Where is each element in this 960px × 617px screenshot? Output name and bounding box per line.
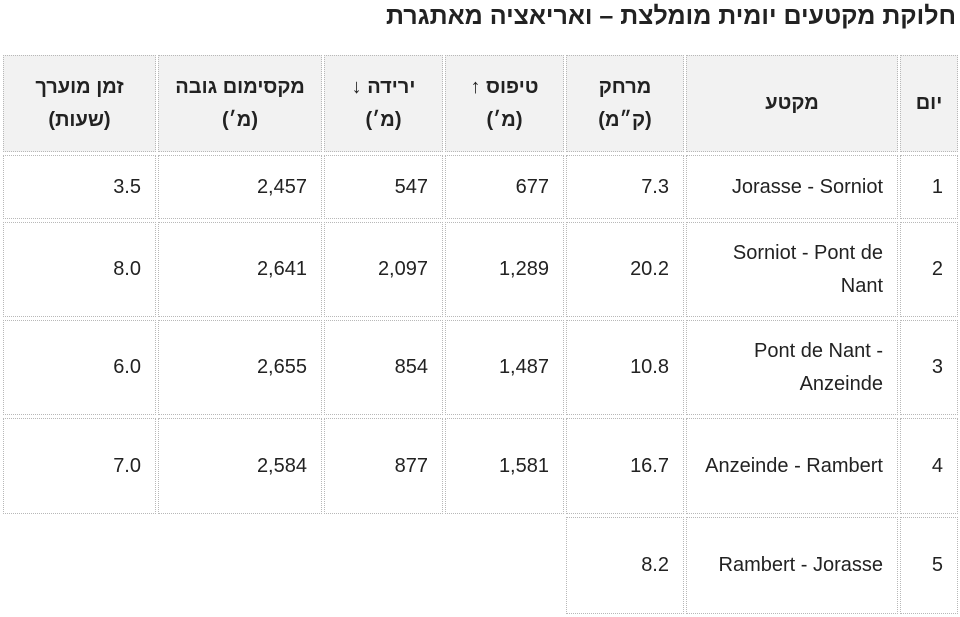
segment-cell: Anzeinde - Rambert: [686, 418, 898, 514]
data-cell: 547: [324, 155, 443, 219]
cell-text: Jorasse - Sorniot: [731, 175, 883, 198]
data-cell: 1,487: [445, 320, 564, 415]
header-cell: זמן מוערך (שעות): [3, 55, 156, 152]
cell-text: Rambert - Jorasse: [718, 554, 884, 576]
cell-text: 877: [394, 454, 428, 477]
header-text: מקסימום גובה: [175, 75, 305, 98]
header-text: מקטע: [765, 92, 819, 114]
data-cell: 877: [324, 418, 443, 514]
header-text: (מ׳): [365, 108, 402, 131]
segment-cell: Pont de Nant - Anzeinde: [686, 320, 898, 415]
data-cell: 2,097: [324, 222, 443, 317]
data-cell: 2: [900, 222, 958, 317]
header-text: מרחק: [598, 75, 652, 98]
data-cell: 7.0: [3, 418, 156, 514]
cell-text: Pont de Nant - Anzeinde: [754, 339, 883, 395]
header-cell: ירידה ↓ (מ׳): [324, 55, 443, 152]
segment-cell: Rambert - Jorasse: [686, 517, 898, 614]
cell-text: 547: [394, 175, 428, 198]
cell-text: 10.8: [630, 356, 669, 378]
cell-text: 1,581: [498, 454, 549, 477]
cell-text: 2,641: [256, 258, 307, 280]
data-cell: 6.0: [3, 320, 156, 415]
cell-text: 5: [931, 554, 943, 576]
cell-text: 7.3: [641, 175, 669, 198]
data-cell: 16.7: [566, 418, 684, 514]
data-cell: 1,289: [445, 222, 564, 317]
cell-text: 3: [931, 356, 943, 378]
data-cell: 5: [900, 517, 958, 614]
cell-text: 3.5: [113, 175, 141, 198]
data-cell: 8.0: [3, 222, 156, 317]
cell-text: 2,097: [377, 258, 428, 280]
data-cell: 7.3: [566, 155, 684, 219]
data-cell: 1,581: [445, 418, 564, 514]
data-cell: 1: [900, 155, 958, 219]
cell-text: 2,584: [256, 454, 307, 477]
cell-text: 677: [515, 175, 549, 198]
cell-text: 1: [931, 175, 943, 198]
segment-cell: Jorasse - Sorniot: [686, 155, 898, 219]
header-text: טיפוס ↑: [470, 75, 539, 98]
header-cell: מרחק (ק״מ): [566, 55, 684, 152]
cell-text: 6.0: [113, 356, 141, 378]
data-cell: 677: [445, 155, 564, 219]
data-cell: 2,641: [158, 222, 322, 317]
cell-text: 1,289: [498, 258, 549, 280]
header-cell: טיפוס ↑ (מ׳): [445, 55, 564, 152]
cell-text: Sorniot - Pont de Nant: [732, 241, 883, 297]
header-cell: מקסימום גובה (מ׳): [158, 55, 322, 152]
cell-text: 8.2: [641, 554, 669, 576]
cell-text: 854: [394, 356, 428, 378]
cell-text: 2,457: [256, 175, 307, 198]
cell-text: 2: [931, 258, 943, 280]
cell-text: 2,655: [256, 356, 307, 378]
data-cell: 854: [324, 320, 443, 415]
header-text: (ק״מ): [598, 108, 652, 131]
header-text: (מ׳): [486, 108, 523, 131]
data-cell: 2,457: [158, 155, 322, 219]
data-cell: 3: [900, 320, 958, 415]
cell-text: 4: [931, 454, 943, 477]
data-cell: 2,584: [158, 418, 322, 514]
data-cell: 4: [900, 418, 958, 514]
header-text: (מ׳): [222, 108, 258, 131]
header-text: זמן מוערך: [35, 75, 124, 98]
data-cell: 2,655: [158, 320, 322, 415]
cell-text: 7.0: [113, 454, 141, 477]
cell-text: 8.0: [113, 258, 141, 280]
header-text: (שעות): [48, 108, 111, 131]
table-title: חלוקת מקטעים יומית מומלצת – ואריאציה מאת…: [386, 2, 956, 30]
cell-text: Anzeinde - Rambert: [705, 454, 883, 477]
header-text: ירידה ↓: [351, 75, 416, 98]
data-cell: 20.2: [566, 222, 684, 317]
header-cell: יום: [900, 55, 958, 152]
header-cell: מקטע: [686, 55, 898, 152]
header-text: יום: [915, 92, 943, 114]
data-cell: 8.2: [566, 517, 684, 614]
cell-text: 20.2: [630, 258, 669, 280]
cell-text: 1,487: [498, 356, 549, 378]
segment-cell: Sorniot - Pont de Nant: [686, 222, 898, 317]
data-cell: 10.8: [566, 320, 684, 415]
cell-text: 16.7: [630, 454, 669, 477]
data-cell: 3.5: [3, 155, 156, 219]
